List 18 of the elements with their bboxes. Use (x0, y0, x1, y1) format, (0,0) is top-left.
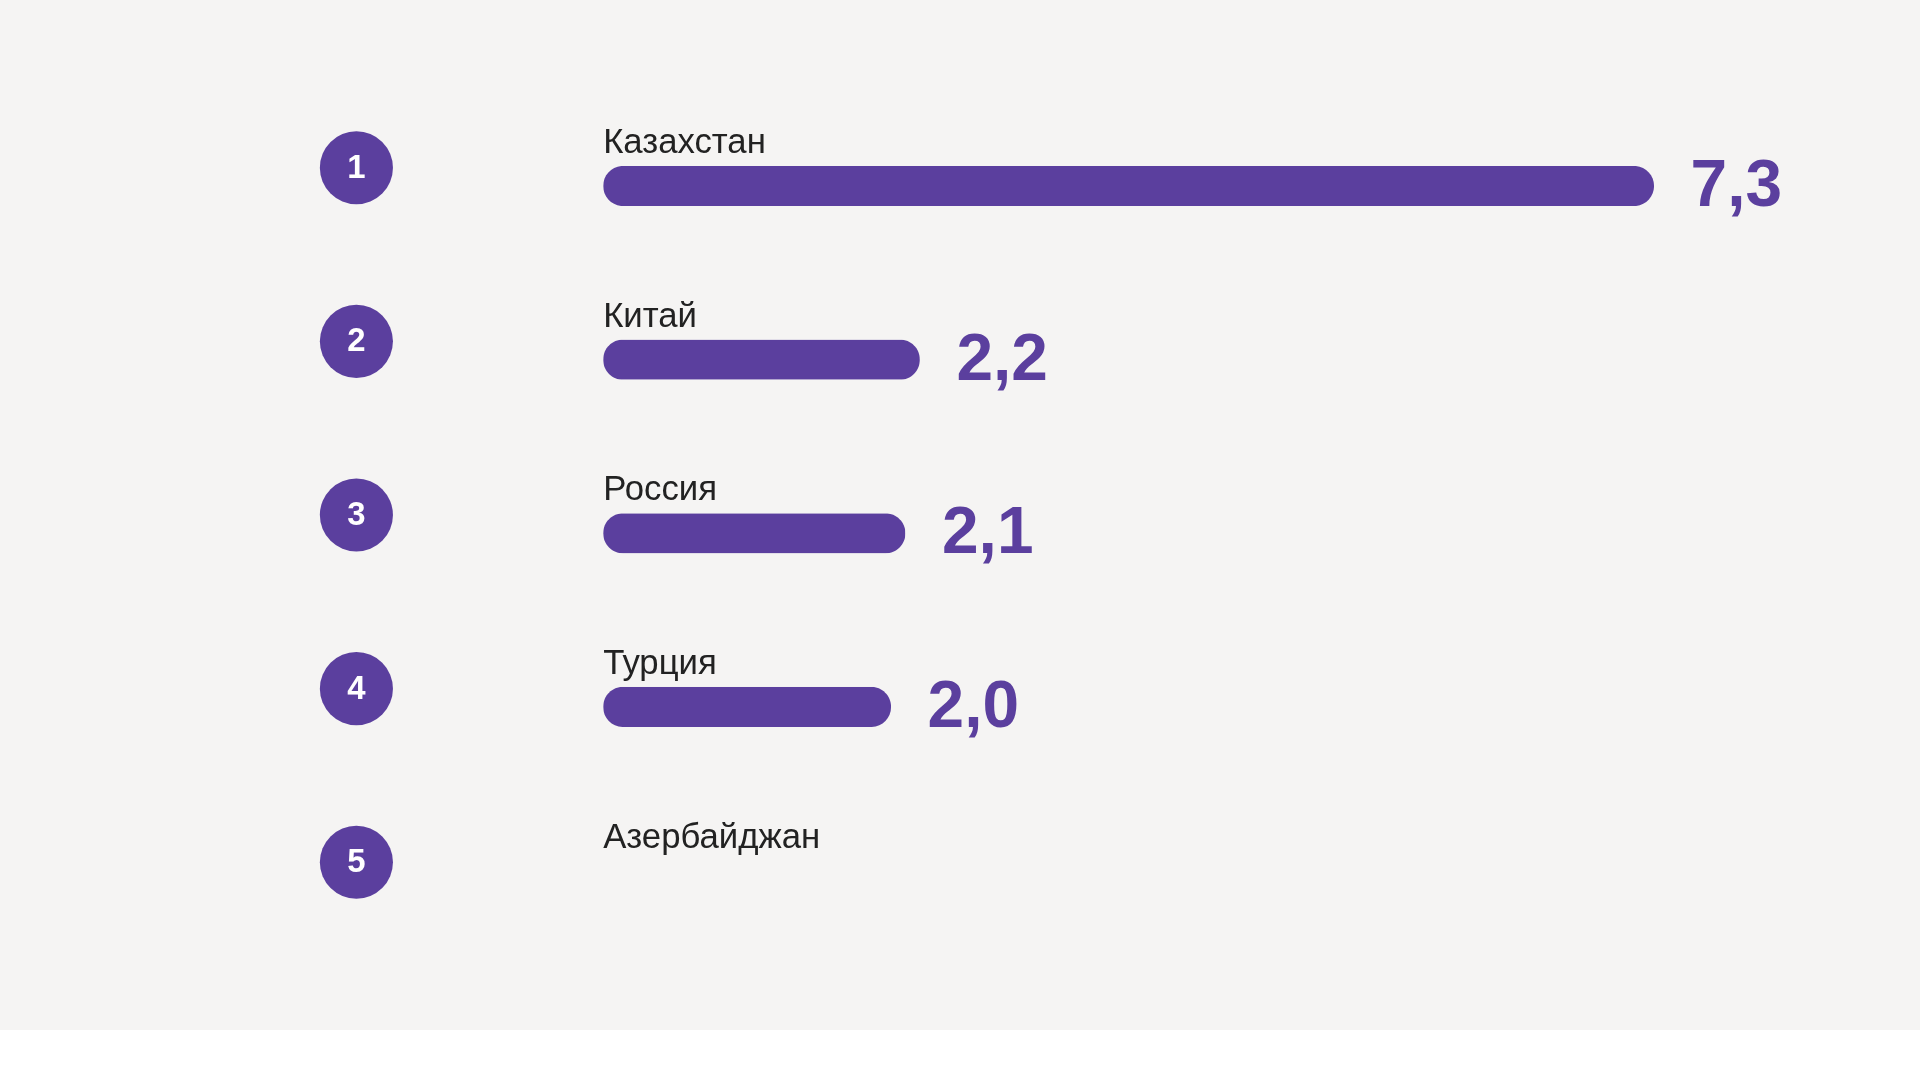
y-tick-label: Китай (603, 295, 697, 334)
data-label: 2,1 (942, 493, 1034, 568)
bar (603, 339, 920, 380)
text: 5 (347, 842, 366, 880)
bar (603, 686, 892, 728)
y-tick-label: Россия (603, 469, 717, 508)
text: 2 (347, 321, 366, 359)
data-label: 7,3 (1690, 146, 1783, 221)
y-tick-label: Турция (603, 643, 717, 682)
text: 4 (347, 668, 367, 706)
data-label: 2,2 (956, 319, 1048, 394)
text: 1 (347, 147, 366, 185)
data-label: 2,0 (927, 667, 1020, 742)
y-tick-label: Азербайджан (603, 816, 821, 855)
bar (603, 513, 906, 554)
bar (603, 165, 1655, 207)
y-tick-label: Казахстан (603, 122, 766, 161)
text: 3 (347, 495, 366, 533)
